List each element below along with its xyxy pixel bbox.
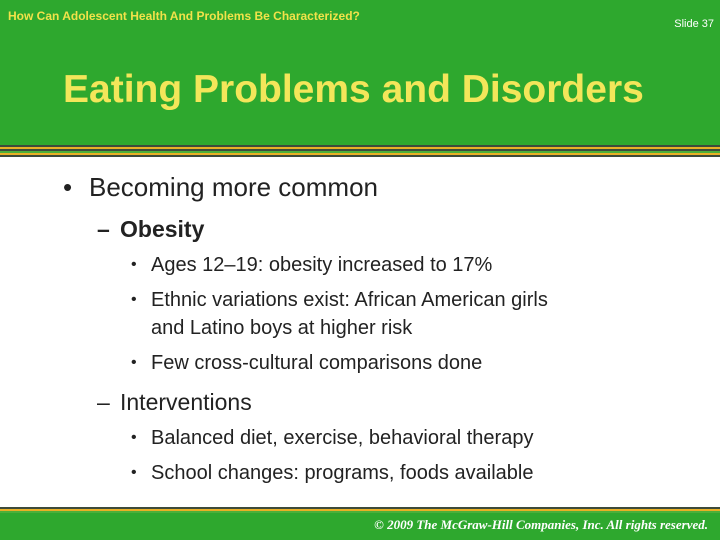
sub-bullet-text: Interventions bbox=[120, 389, 252, 415]
divider-stripe-dark bbox=[0, 149, 720, 151]
divider-stripe-dark bbox=[0, 155, 720, 157]
bullet-marker: • bbox=[131, 429, 137, 446]
detail-bullet: • Few cross-cultural comparisons done bbox=[131, 353, 482, 373]
detail-continuation: and Latino boys at higher risk bbox=[151, 317, 413, 339]
detail-text: School changes: programs, foods availabl… bbox=[151, 462, 534, 484]
bullet-marker: • bbox=[131, 256, 137, 273]
bullet-marker: • bbox=[63, 172, 73, 202]
slide-number: Slide 37 bbox=[674, 18, 714, 30]
dash-marker: – bbox=[97, 389, 110, 415]
divider-stripe-dark bbox=[0, 145, 720, 147]
footer-divider bbox=[0, 507, 720, 513]
detail-bullet: • School changes: programs, foods availab… bbox=[131, 463, 533, 483]
bullet-becoming-more-common: • Becoming more common bbox=[63, 174, 378, 200]
divider-stripe-orange bbox=[0, 509, 720, 511]
slide-title: Eating Problems and Disorders bbox=[63, 68, 644, 111]
detail-text: Balanced diet, exercise, behavioral ther… bbox=[151, 427, 534, 449]
detail-text: Ethnic variations exist: African America… bbox=[151, 289, 548, 311]
detail-bullet: • Balanced diet, exercise, behavioral the… bbox=[131, 428, 533, 448]
bullet-text: Becoming more common bbox=[89, 172, 378, 202]
divider-stripe-green bbox=[0, 151, 720, 153]
bullet-marker: • bbox=[131, 291, 137, 308]
sub-bullet-obesity: – Obesity bbox=[97, 218, 204, 241]
header-band: How Can Adolescent Health And Problems B… bbox=[0, 0, 720, 145]
detail-bullet: • Ethnic variations exist: African Americ… bbox=[131, 290, 548, 310]
sub-bullet-text: Obesity bbox=[120, 216, 205, 242]
footer-band: © 2009 The McGraw-Hill Companies, Inc. A… bbox=[0, 513, 720, 540]
copyright-notice: © 2009 The McGraw-Hill Companies, Inc. A… bbox=[374, 517, 708, 532]
divider-stripe-dark bbox=[0, 507, 720, 509]
divider-stripe-orange bbox=[0, 153, 720, 155]
divider-stripe-orange bbox=[0, 147, 720, 149]
chapter-question: How Can Adolescent Health And Problems B… bbox=[8, 9, 360, 23]
detail-text: Few cross-cultural comparisons done bbox=[151, 352, 483, 374]
sub-bullet-interventions: – Interventions bbox=[97, 391, 252, 414]
dash-marker: – bbox=[97, 216, 110, 242]
bullet-marker: • bbox=[131, 354, 137, 371]
detail-text: Ages 12–19: obesity increased to 17% bbox=[151, 254, 493, 276]
header-divider bbox=[0, 145, 720, 157]
divider-stripe-green bbox=[0, 511, 720, 513]
bullet-marker: • bbox=[131, 464, 137, 481]
detail-bullet: • Ages 12–19: obesity increased to 17% bbox=[131, 255, 492, 275]
